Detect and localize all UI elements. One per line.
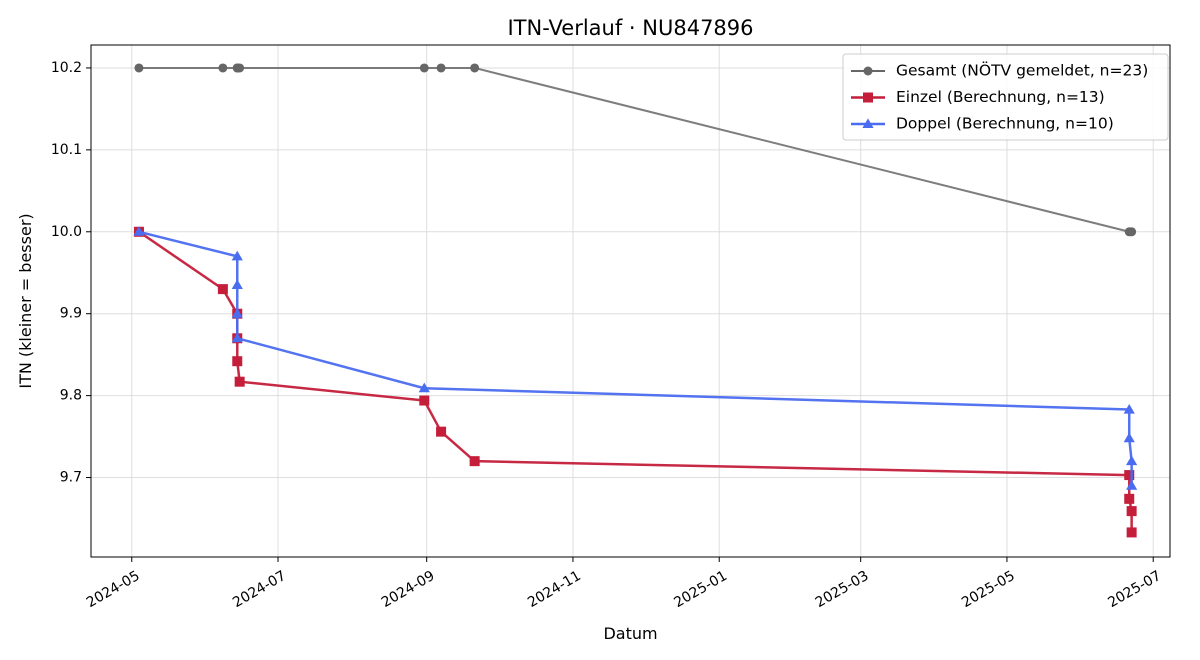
data-point-doppel	[418, 382, 430, 393]
legend-box	[842, 53, 1169, 141]
y-axis-label: ITN (kleiner = besser)	[16, 213, 35, 388]
series-line-einzel	[138, 230, 1133, 533]
x-tick-label: 2025-01	[671, 568, 730, 611]
y-tick-label: 10.1	[51, 142, 82, 158]
series-doppel	[133, 226, 1138, 490]
data-point-gesamt	[419, 63, 429, 73]
data-point-doppel	[1123, 403, 1135, 414]
data-point-doppel	[133, 226, 145, 236]
data-point-einzel	[436, 426, 447, 437]
series-gesamt	[134, 63, 1137, 237]
legend-item-gesamt: Gesamt (NÖTV gemeldet, n=23)	[851, 61, 1148, 80]
x-tick-label: 2024-07	[230, 568, 289, 611]
legend-item-einzel: Einzel (Berechnung, n=13)	[851, 88, 1105, 106]
data-point-gesamt	[470, 63, 480, 73]
x-axis-label: Datum	[603, 624, 657, 643]
data-point-doppel	[1126, 480, 1138, 490]
data-point-gesamt	[235, 63, 245, 73]
series-einzel	[133, 226, 1137, 538]
data-point-doppel	[1123, 432, 1135, 443]
y-tick-label: 9.7	[60, 470, 82, 486]
x-ticks: 2024-05 2024-07 2024-09 2024-11 2025-01 2025-…	[84, 557, 1164, 611]
data-point-doppel	[231, 279, 243, 290]
data-point-gesamt	[1127, 227, 1137, 237]
data-point-einzel	[232, 356, 243, 367]
x-tick-label: 2025-07	[1105, 568, 1164, 611]
legend: Gesamt (NÖTV gemeldet, n=23) Einzel (Bere…	[842, 53, 1169, 141]
y-ticks: 9.7 9.8 9.9 10.0 10.1 10.2	[51, 60, 91, 486]
x-tick-label: 2024-11	[525, 568, 584, 611]
x-tick-label: 2024-05	[84, 568, 143, 611]
series-line-doppel	[138, 230, 1133, 486]
data-point-doppel	[231, 250, 243, 261]
legend-label-einzel: Einzel (Berechnung, n=13)	[896, 88, 1105, 106]
data-point-doppel	[231, 308, 243, 318]
data-point-gesamt	[436, 63, 446, 73]
data-point-einzel	[1124, 493, 1135, 504]
y-tick-label: 10.0	[51, 224, 82, 240]
data-point-einzel	[217, 284, 228, 295]
data-point-gesamt	[218, 63, 228, 73]
data-point-doppel	[1126, 455, 1138, 466]
legend-marker-einzel	[863, 92, 873, 103]
y-tick-label: 10.2	[51, 60, 82, 76]
data-point-einzel	[1126, 506, 1137, 517]
legend-item-doppel: Doppel (Berechnung, n=10)	[851, 115, 1114, 133]
data-point-einzel	[469, 456, 480, 467]
data-point-doppel	[231, 332, 243, 343]
legend-label-doppel: Doppel (Berechnung, n=10)	[896, 115, 1114, 133]
data-point-einzel	[419, 395, 430, 406]
legend-label-gesamt: Gesamt (NÖTV gemeldet, n=23)	[896, 61, 1148, 80]
y-tick-label: 9.9	[60, 306, 82, 322]
legend-marker-gesamt	[863, 66, 873, 76]
x-tick-label: 2025-05	[959, 568, 1018, 611]
x-tick-label: 2025-03	[813, 568, 872, 611]
data-point-einzel	[1126, 527, 1137, 538]
plot-frame	[90, 44, 1171, 558]
chart-title: ITN-Verlauf · NU847896	[507, 16, 753, 40]
data-point-einzel	[1124, 470, 1135, 481]
x-tick-label: 2024-09	[379, 568, 438, 611]
data-point-gesamt	[134, 63, 144, 73]
data-point-einzel	[234, 376, 245, 387]
legend-marker-doppel	[862, 118, 874, 129]
y-tick-label: 9.8	[60, 388, 82, 404]
series-layer	[133, 63, 1138, 538]
